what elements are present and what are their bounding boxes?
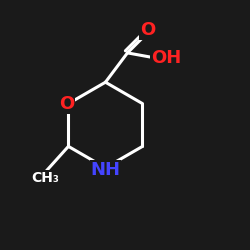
Text: O: O <box>59 94 74 112</box>
Text: CH₃: CH₃ <box>31 171 59 185</box>
Text: NH: NH <box>90 161 120 179</box>
Text: OH: OH <box>151 49 181 67</box>
Text: O: O <box>140 21 155 39</box>
